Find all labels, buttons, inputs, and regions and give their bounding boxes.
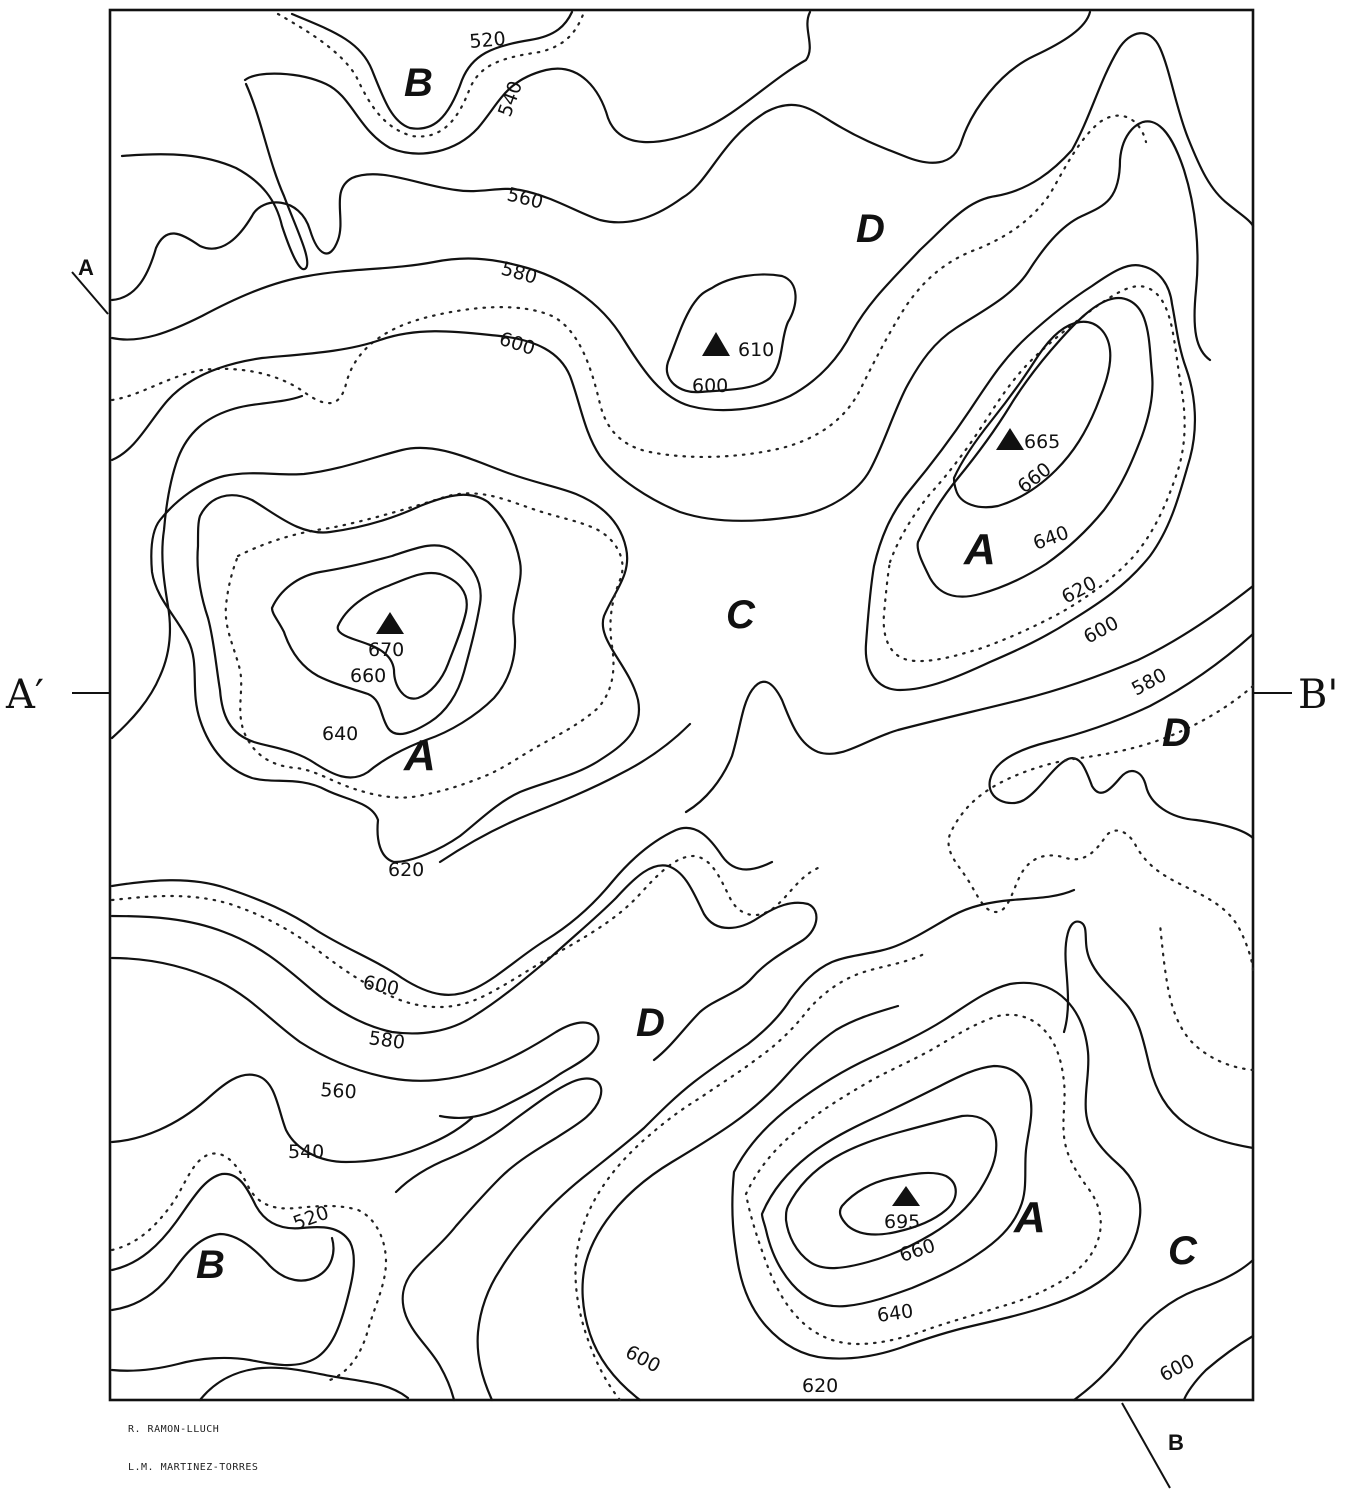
contour-line <box>270 544 482 736</box>
contour-line <box>110 1172 355 1372</box>
contour-line <box>476 888 1076 1402</box>
contour-line <box>581 1004 900 1402</box>
peak-665-triangle <box>996 428 1024 450</box>
contour-line-dotted <box>744 1013 1102 1346</box>
zone-label-d: D <box>636 1001 665 1045</box>
contour-line <box>196 493 522 779</box>
contour-line <box>290 10 574 130</box>
contour-label: 580 <box>1128 664 1170 700</box>
zone-label-c: C <box>726 593 756 637</box>
zone-label-b: B <box>196 1243 225 1287</box>
contour-line <box>198 1366 410 1402</box>
contour-line-dotted <box>110 1152 388 1382</box>
contour-line <box>438 722 692 864</box>
contour-label: 640 <box>322 723 358 745</box>
contour-line <box>952 320 1112 509</box>
section-marker-a-prime: A′ <box>5 672 44 718</box>
contour-line <box>684 584 1255 814</box>
zone-label-c: C <box>1168 1229 1198 1273</box>
section-marker-a: A <box>78 255 94 280</box>
zone-label-a: A <box>403 731 436 780</box>
contour-line-dotted <box>947 684 1255 972</box>
contour-label: 660 <box>897 1235 938 1267</box>
contour-line <box>120 82 309 271</box>
contour-line <box>336 571 468 700</box>
contour-line-dotted <box>1158 922 1255 1072</box>
peak-670-elevation: 670 <box>368 639 404 661</box>
contour-label: 560 <box>505 184 546 214</box>
contour-line-dotted <box>276 10 586 138</box>
contour-line <box>110 394 304 740</box>
contour-line <box>838 1171 957 1236</box>
contour-line <box>110 10 1092 302</box>
contour-line <box>243 10 812 155</box>
contour-line <box>1072 1258 1255 1402</box>
peak-610-elevation: 610 <box>738 339 774 361</box>
contour-line <box>110 826 774 996</box>
contour-line <box>988 632 1255 840</box>
peak-665-elevation: 665 <box>1024 431 1060 453</box>
map-frame <box>108 8 1255 1402</box>
contour-label: 620 <box>1058 572 1100 608</box>
contour-line <box>760 1064 1033 1308</box>
section-marker-b-prime: B' <box>1298 672 1338 718</box>
contour-label: 600 <box>622 1341 664 1377</box>
zone-label-d: D <box>1162 711 1191 755</box>
zone-label-b: B <box>404 61 433 105</box>
peak-markers <box>376 332 1024 1206</box>
contour-label: 660 <box>1014 458 1056 498</box>
contour-line <box>665 273 797 394</box>
contour-line-dotted <box>574 952 926 1402</box>
contour-lines <box>110 10 1255 1402</box>
contour-label: 600 <box>692 375 728 397</box>
contour-line <box>916 296 1154 598</box>
contour-line-dotted <box>110 854 820 1009</box>
contour-label: 620 <box>388 859 424 881</box>
contour-line <box>864 264 1197 692</box>
zone-label-d: D <box>856 207 885 251</box>
section-line-b-tick <box>1121 1402 1171 1489</box>
contour-line <box>110 1073 474 1164</box>
zone-label-a: A <box>1013 1193 1046 1242</box>
contour-line <box>110 956 600 1119</box>
contour-label: 560 <box>320 1079 358 1103</box>
credit-line: L.M. MARTINEZ-TORRES <box>128 1462 258 1473</box>
contour-line-dotted <box>882 285 1186 663</box>
zone-labels: B D C A A D D B A C <box>196 61 1198 1287</box>
contour-line-dotted <box>110 114 1148 459</box>
peak-610-triangle <box>702 332 730 356</box>
contour-label: 580 <box>367 1027 406 1054</box>
zone-label-a: A <box>963 525 996 574</box>
contour-label: 600 <box>496 328 537 360</box>
contour-line <box>150 446 641 864</box>
contour-line <box>731 981 1142 1360</box>
contour-line <box>110 120 1212 522</box>
peak-695-elevation: 695 <box>884 1211 920 1233</box>
contour-label: 620 <box>802 1375 838 1397</box>
contour-line <box>1062 920 1255 1150</box>
contour-label: 640 <box>876 1300 915 1327</box>
contour-line <box>110 1232 335 1312</box>
contour-label: 540 <box>288 1141 324 1163</box>
peak-670-triangle <box>376 612 404 634</box>
contour-label: 600 <box>1080 612 1122 648</box>
section-line-a-tick <box>71 271 109 315</box>
contour-label: 540 <box>494 78 527 120</box>
contour-line <box>394 1077 603 1402</box>
contour-label: 520 <box>469 28 507 53</box>
contour-label: 580 <box>499 258 540 289</box>
peak-695-triangle <box>892 1186 920 1206</box>
contour-line <box>110 864 818 1062</box>
credit-line: R. RAMON-LLUCH <box>128 1424 219 1435</box>
contour-line <box>110 32 1255 412</box>
contour-label: 660 <box>350 665 386 687</box>
contour-label: 520 <box>290 1202 332 1235</box>
contour-label: 600 <box>1156 1350 1198 1386</box>
contour-line <box>784 1114 998 1270</box>
contour-line <box>1182 1334 1255 1402</box>
section-marker-b: B <box>1168 1430 1184 1455</box>
